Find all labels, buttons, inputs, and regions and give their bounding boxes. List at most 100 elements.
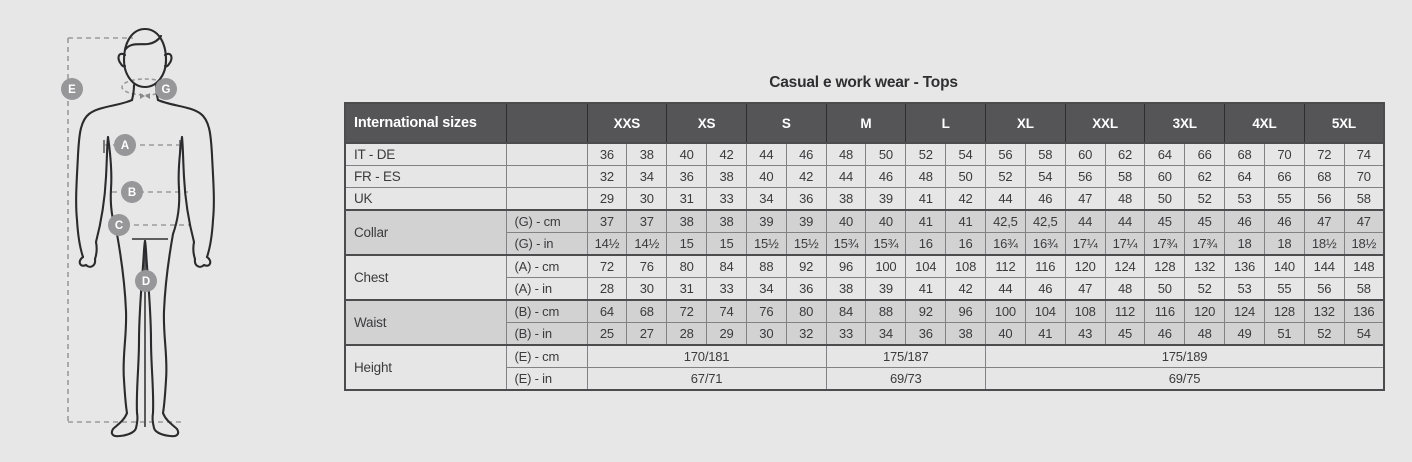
size-value-cell: 120 xyxy=(1184,299,1226,323)
size-value-cell: 44 xyxy=(745,142,787,166)
a-badge-circle xyxy=(114,134,136,156)
table-row-b-in: (B) - in 25 27 28 29 30 32 33 34 36 38 40 41 43 45 46 48… xyxy=(345,322,1385,346)
merged-value-cell: 69/75 xyxy=(985,367,1385,391)
size-value-cell: 53 xyxy=(1224,277,1265,301)
size-value-cell: 53 xyxy=(1224,187,1265,211)
size-value-cell: 30 xyxy=(626,187,668,211)
size-value-cell: 31 xyxy=(666,187,708,211)
size-value-cell: 48 xyxy=(1184,322,1226,346)
unit-label xyxy=(505,142,588,166)
size-value-cell: 92 xyxy=(905,299,947,323)
size-value-cell: 64 xyxy=(586,299,628,323)
measure-point-e: E xyxy=(61,78,83,100)
size-value-cell: 41 xyxy=(1024,322,1066,346)
size-value-cell: 38 xyxy=(945,322,986,346)
size-header-xxs: XXS xyxy=(586,102,668,144)
size-value-cell: 31 xyxy=(666,277,708,301)
size-value-cell: 132 xyxy=(1303,299,1345,323)
merged-value-cell: 175/189 xyxy=(985,344,1385,368)
body-figure-svg: E G A B C D xyxy=(61,27,215,438)
row-label-uk: UK xyxy=(344,187,507,211)
size-value-cell: 136 xyxy=(1343,299,1385,323)
size-header-3xl: 3XL xyxy=(1144,102,1226,144)
size-value-cell: 136 xyxy=(1224,254,1265,278)
size-value-cell: 33 xyxy=(706,277,747,301)
size-value-cell: 33 xyxy=(825,322,867,346)
size-value-cell: 44 xyxy=(825,165,867,188)
size-value-cell: 45 xyxy=(1184,209,1226,233)
size-value-cell: 48 xyxy=(1104,187,1146,211)
size-value-cell: 47 xyxy=(1303,209,1345,233)
size-value-cell: 36 xyxy=(586,142,628,166)
size-value-cell: 52 xyxy=(1303,322,1345,346)
size-value-cell: 39 xyxy=(865,277,907,301)
table-row-fr-es: FR - ES 32 34 36 38 40 42 44 46 48 50 52 54 56 58 60 62 6… xyxy=(344,165,1385,188)
size-value-cell: 55 xyxy=(1263,277,1305,301)
d-badge-circle xyxy=(135,270,157,292)
size-value-cell: 100 xyxy=(865,254,907,278)
unit-label xyxy=(505,165,588,188)
size-value-cell: 54 xyxy=(1343,322,1385,346)
corner-header: International sizes xyxy=(344,102,507,144)
size-value-cell: 84 xyxy=(825,299,867,323)
size-value-cell: 44 xyxy=(1104,209,1146,233)
size-value-cell: 48 xyxy=(1104,277,1146,301)
size-value-cell: 108 xyxy=(1064,299,1106,323)
size-value-cell: 116 xyxy=(1144,299,1186,323)
size-value-cell: 62 xyxy=(1184,165,1226,188)
size-value-cell: 48 xyxy=(905,165,947,188)
size-value-cell: 38 xyxy=(825,187,867,211)
size-value-cell: 16 xyxy=(905,232,947,256)
size-value-cell: 34 xyxy=(865,322,907,346)
size-value-cell: 140 xyxy=(1263,254,1305,278)
size-value-cell: 15 xyxy=(706,232,747,256)
size-value-cell: 14½ xyxy=(586,232,628,256)
size-value-cell: 36 xyxy=(666,165,708,188)
unit-label-b-cm: (B) - cm xyxy=(505,299,588,323)
size-value-cell: 56 xyxy=(1303,187,1345,211)
measure-point-b: B xyxy=(121,181,143,203)
size-value-cell: 17¼ xyxy=(1104,232,1146,256)
size-value-cell: 54 xyxy=(945,142,986,166)
size-value-cell: 30 xyxy=(745,322,787,346)
size-value-cell: 42 xyxy=(706,142,747,166)
b-badge-circle xyxy=(121,181,143,203)
size-value-cell: 38 xyxy=(825,277,867,301)
table-row-g-in: (G) - in 14½ 14½ 15 15 15½ 15½ 15¾ 15¾ 16 16 16¾ 16¾… xyxy=(345,232,1385,256)
g-badge-circle xyxy=(155,78,177,100)
size-value-cell: 128 xyxy=(1263,299,1305,323)
size-value-cell: 60 xyxy=(1064,142,1106,166)
size-value-cell: 76 xyxy=(745,299,787,323)
size-value-cell: 15 xyxy=(666,232,708,256)
size-value-cell: 34 xyxy=(626,165,668,188)
size-value-cell: 46 xyxy=(1144,322,1186,346)
size-value-cell: 39 xyxy=(785,209,827,233)
size-value-cell: 54 xyxy=(1024,165,1066,188)
size-value-cell: 88 xyxy=(745,254,787,278)
size-value-cell: 148 xyxy=(1343,254,1385,278)
male-body-outline xyxy=(75,27,215,438)
size-value-cell: 128 xyxy=(1144,254,1186,278)
size-value-cell: 66 xyxy=(1263,165,1305,188)
size-value-cell: 56 xyxy=(1064,165,1106,188)
table-row-waist: Waist (B) - cm 64 68 72 74 76 80 84 88 92 96 100 104 1… xyxy=(344,299,1385,346)
unit-label-a-in: (A) - in xyxy=(505,277,588,301)
e-badge-circle xyxy=(61,78,83,100)
unit-label-e-in: (E) - in xyxy=(505,367,588,391)
size-value-cell: 96 xyxy=(945,299,986,323)
size-value-cell: 40 xyxy=(745,165,787,188)
size-header-xs: XS xyxy=(666,102,747,144)
size-value-cell: 18½ xyxy=(1343,232,1385,256)
unit-label-a-cm: (A) - cm xyxy=(505,254,588,278)
size-value-cell: 74 xyxy=(706,299,747,323)
size-value-cell: 116 xyxy=(1024,254,1066,278)
size-header-xxl: XXL xyxy=(1064,102,1146,144)
table-row-e-in: (E) - in 67/71 69/73 69/75 xyxy=(345,367,1385,391)
size-value-cell: 28 xyxy=(586,277,628,301)
body-measurement-figure: E G A B C D xyxy=(0,0,300,462)
measure-point-d: D xyxy=(135,270,157,292)
size-value-cell: 58 xyxy=(1343,187,1385,211)
size-value-cell: 36 xyxy=(905,322,947,346)
row-label-height: Height xyxy=(344,344,507,391)
size-header-l: L xyxy=(905,102,986,144)
